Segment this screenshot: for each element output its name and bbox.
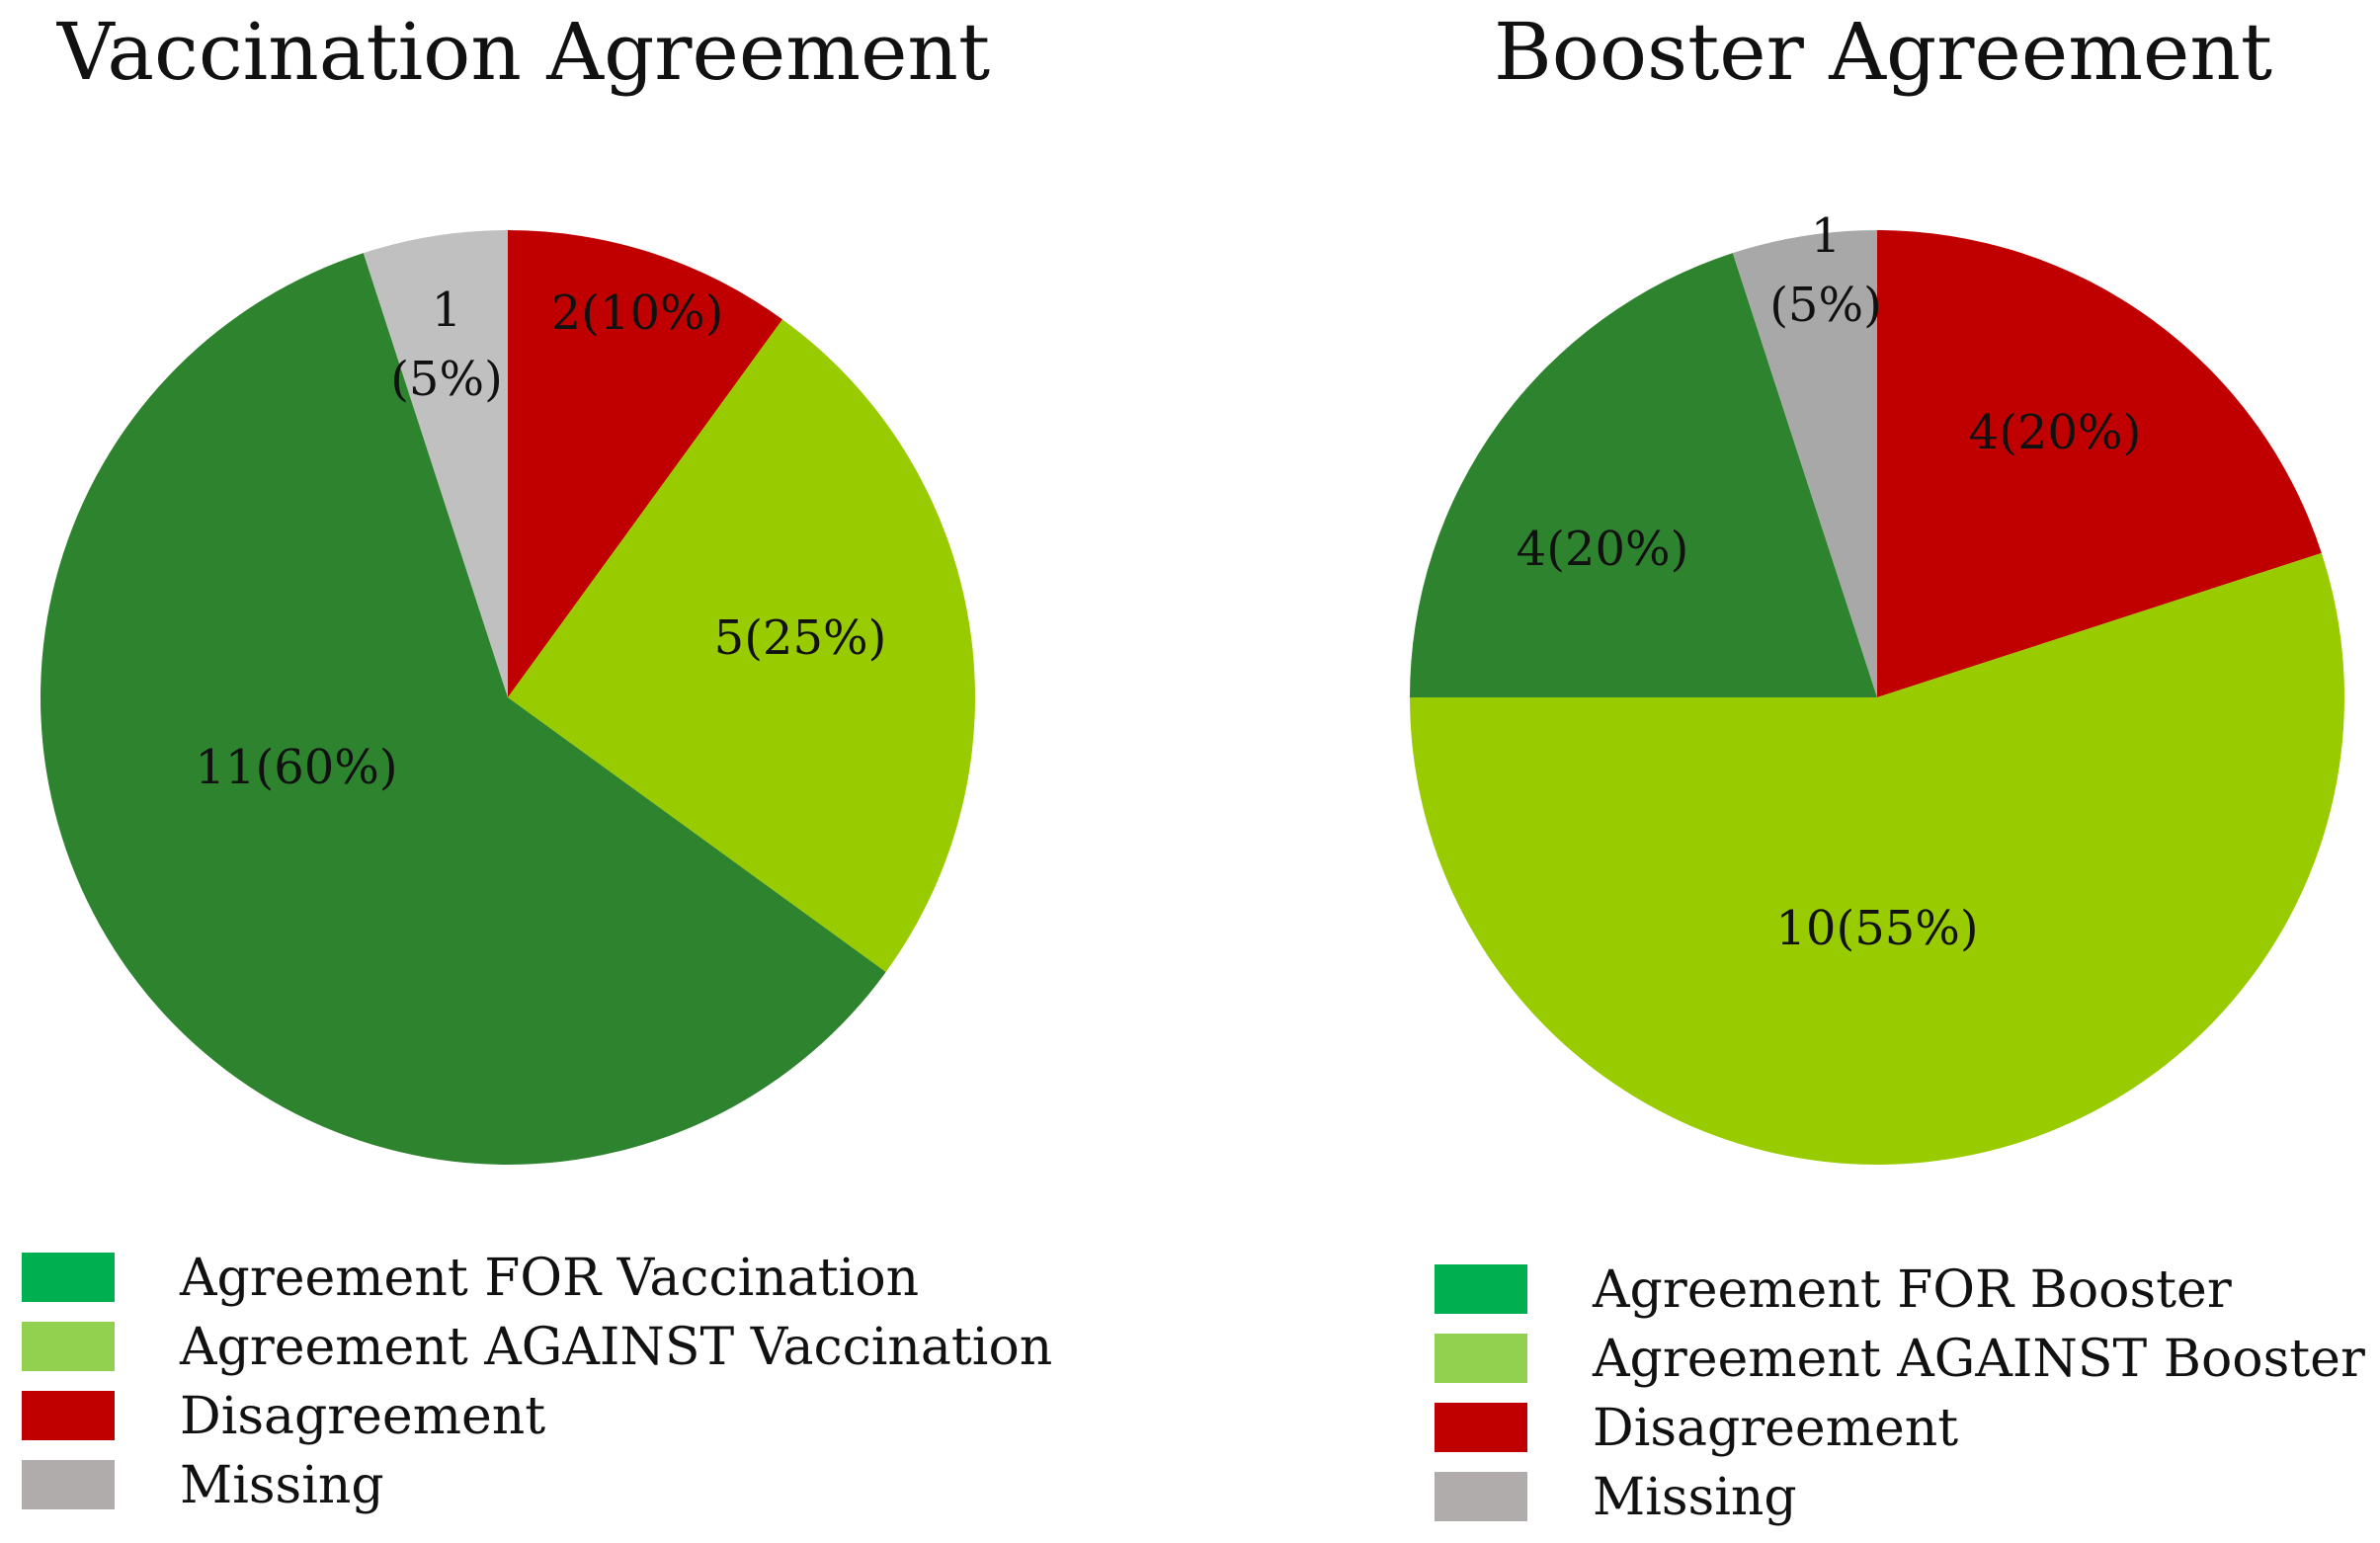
- booster-agreement-chart: Booster Agreement 4(20%) 10(55%) 4(20%) 1 (5…: [1410, 6, 2365, 1527]
- pie-slice-agreement-against-booster: [1410, 552, 2344, 1165]
- legend-swatch-agreement-against-booster: [1435, 1334, 1527, 1383]
- pie-slice-disagreement: [508, 230, 783, 697]
- vaccination-pie: [40, 230, 975, 1165]
- pie-slice-agreement-for-vaccination: [40, 253, 886, 1165]
- legend-label-agreement-for-vaccination: Agreement FOR Vaccination: [179, 1249, 919, 1308]
- vaccination-slice-labels: 2(10%) 5(25%) 11(60%) 1 (5%): [195, 283, 886, 795]
- booster-slice-labels: 4(20%) 10(55%) 4(20%) 1 (5%): [1517, 208, 2142, 956]
- pie-slice-agreement-for-booster: [1410, 253, 1877, 697]
- slice-label-agreement-for-vaccination: 11(60%): [195, 740, 397, 795]
- slice-label-disagreement: 4(20%): [1969, 405, 2142, 460]
- vaccination-agreement-chart: Vaccination Agreement 2(10%) 5(25%) 11(60%…: [22, 6, 1052, 1515]
- booster-chart-title: Booster Agreement: [1494, 6, 2272, 98]
- slice-label-missing: 1 (5%): [390, 283, 503, 407]
- pie-slice-agreement-against-vaccination: [508, 319, 975, 973]
- vaccination-legend: Agreement FOR Vaccination Agreement AGAIN…: [22, 1249, 1052, 1515]
- legend-swatch-disagreement: [1435, 1403, 1527, 1452]
- legend-swatch-agreement-for-vaccination: [22, 1253, 115, 1302]
- booster-legend: Agreement FOR Booster Agreement AGAINST B…: [1435, 1260, 2365, 1527]
- legend-swatch-missing: [1435, 1472, 1527, 1521]
- slice-label-missing: 1 (5%): [1769, 208, 1882, 333]
- legend-label-missing: Missing: [180, 1456, 384, 1515]
- slice-label-agreement-against-booster: 10(55%): [1775, 901, 1978, 956]
- pie-slice-missing: [363, 230, 508, 697]
- slice-label-agreement-against-vaccination: 5(25%): [714, 610, 887, 666]
- booster-pie: [1410, 230, 2344, 1165]
- pie-slice-missing: [1732, 230, 1877, 697]
- legend-label-disagreement: Disagreement: [180, 1387, 545, 1446]
- legend-label-agreement-against-booster: Agreement AGAINST Booster: [1592, 1330, 2365, 1389]
- pie-slice-disagreement: [1877, 230, 2322, 697]
- legend-swatch-disagreement: [22, 1391, 115, 1440]
- legend-label-disagreement: Disagreement: [1593, 1399, 1958, 1458]
- slice-label-agreement-for-booster: 4(20%): [1517, 522, 1689, 577]
- legend-swatch-missing: [22, 1460, 115, 1509]
- legend-label-missing: Missing: [1593, 1468, 1797, 1527]
- slice-label-disagreement: 2(10%): [551, 285, 724, 341]
- legend-label-agreement-against-vaccination: Agreement AGAINST Vaccination: [179, 1318, 1052, 1377]
- legend-label-agreement-for-booster: Agreement FOR Booster: [1592, 1260, 2232, 1320]
- vaccination-chart-title: Vaccination Agreement: [56, 6, 990, 98]
- legend-swatch-agreement-for-booster: [1435, 1264, 1527, 1314]
- legend-swatch-agreement-against-vaccination: [22, 1322, 115, 1371]
